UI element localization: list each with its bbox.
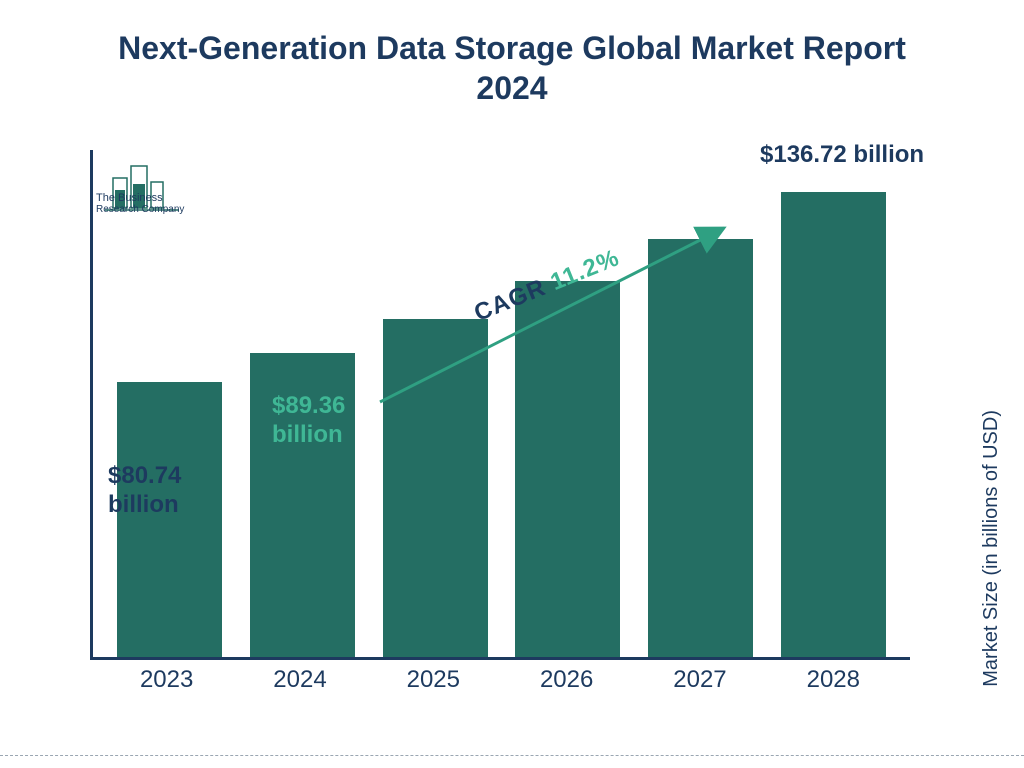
annotation-2024-line1: $89.36: [272, 392, 345, 421]
cagr-arrow: [0, 0, 1024, 768]
annotation-2024: $89.36 billion: [272, 392, 345, 450]
footer-divider: [0, 755, 1024, 756]
annotation-2024-line2: billion: [272, 421, 345, 450]
annotation-2023-line1: $80.74: [108, 462, 181, 491]
annotation-2023: $80.74 billion: [108, 462, 181, 520]
annotation-2028: $136.72 billion: [760, 141, 924, 170]
annotation-2023-line2: billion: [108, 491, 181, 520]
y-axis-label: Market Size (in billions of USD): [980, 410, 1003, 687]
